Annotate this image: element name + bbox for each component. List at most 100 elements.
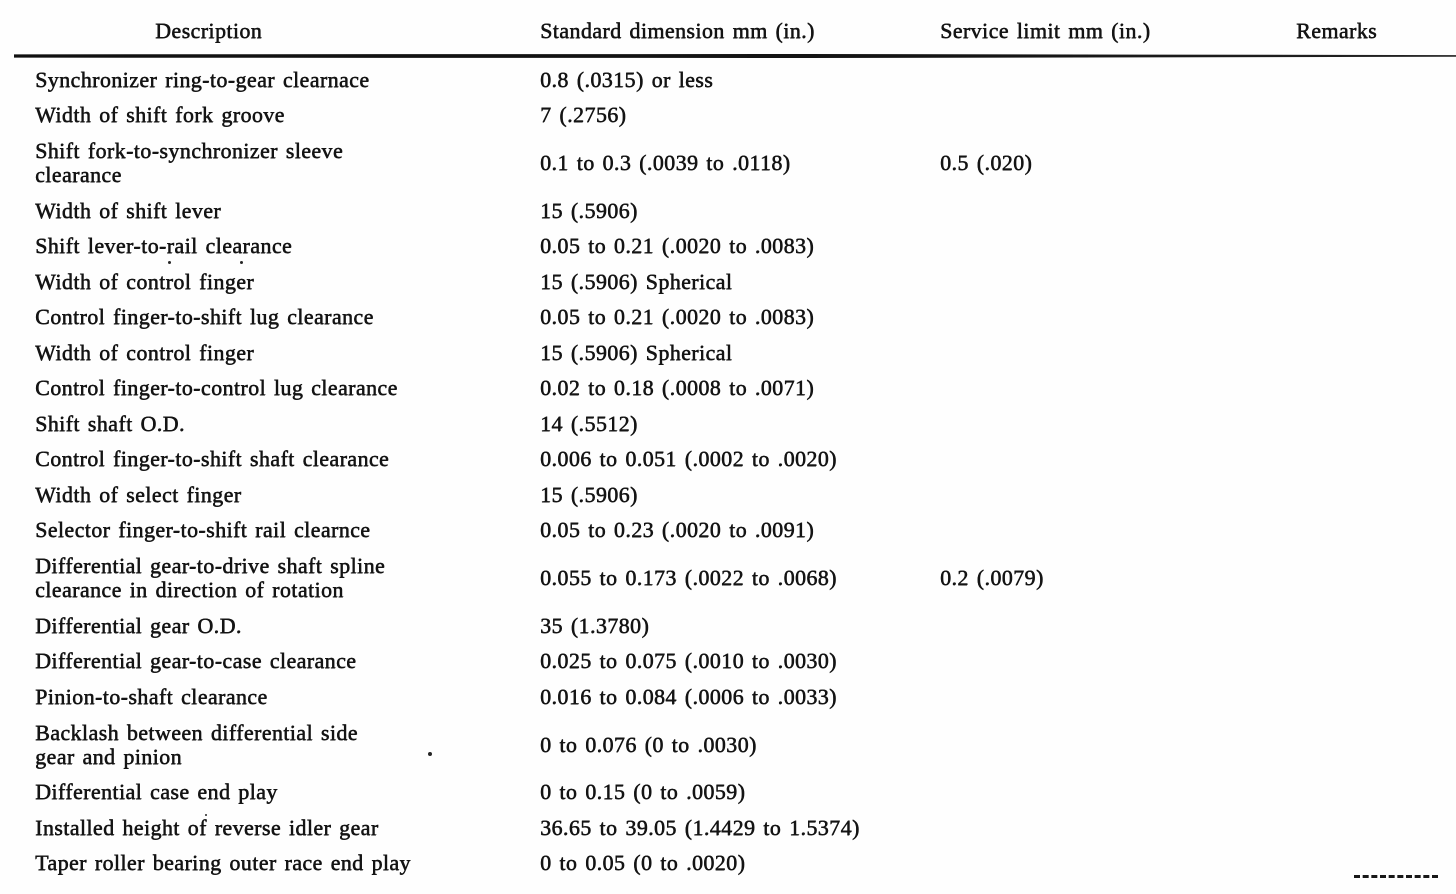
service-limit-cell xyxy=(940,477,1290,513)
remarks-cell xyxy=(1290,335,1456,371)
column-header-remarks: Remarks xyxy=(1296,18,1378,43)
service-limit-cell xyxy=(940,371,1290,407)
standard-dimension-cell: 0 to 0.15 (0 to .0059) xyxy=(540,779,746,805)
remarks-cell xyxy=(1290,371,1456,407)
service-limit-cell xyxy=(940,62,1290,98)
description-cell: Width of shift fork groove xyxy=(35,102,285,128)
service-limit-cell xyxy=(940,229,1290,265)
description-cell: Width of select finger xyxy=(35,481,242,507)
description-cell: Differential gear O.D. xyxy=(35,612,242,638)
remarks-cell xyxy=(1290,98,1456,134)
service-limit-cell xyxy=(940,264,1290,300)
remarks-cell xyxy=(1290,264,1456,300)
description-cell: Shift fork-to-synchronizer sleeve cleara… xyxy=(35,138,343,187)
description-cell: Width of shift lever xyxy=(35,197,222,223)
description-cell: Selector finger-to-shift rail clearnce xyxy=(35,517,371,543)
service-limit-cell xyxy=(940,775,1290,811)
remarks-cell xyxy=(1290,477,1456,513)
table-row: Differential gear-to-case clearance 0.025… xyxy=(0,644,1456,680)
standard-dimension-cell: 0.02 to 0.18 (.0008 to .0071) xyxy=(540,375,814,401)
service-limit-cell xyxy=(940,193,1290,229)
table-row: Synchronizer ring-to-gear clearnace 0.8 (… xyxy=(0,62,1456,98)
standard-dimension-cell: 14 (.5512) xyxy=(540,410,638,436)
scan-artifact-dot xyxy=(428,752,432,756)
service-limit-cell xyxy=(940,406,1290,442)
bottom-right-rule-fragment xyxy=(1354,875,1438,878)
description-cell: Width of control finger xyxy=(35,339,254,365)
description-cell: Differential case end play xyxy=(35,779,278,805)
description-cell: Differential gear-to-case clearance xyxy=(35,648,357,674)
table-row: Differential case end play 0 to 0.15 (0 t… xyxy=(0,775,1456,811)
standard-dimension-cell: 0.1 to 0.3 (.0039 to .0118) xyxy=(540,150,791,175)
remarks-cell xyxy=(1290,775,1456,811)
remarks-cell xyxy=(1290,644,1456,680)
remarks-cell xyxy=(1290,300,1456,336)
standard-dimension-cell: 0.05 to 0.23 (.0020 to .0091) xyxy=(540,517,814,543)
remarks-cell xyxy=(1290,229,1456,265)
description-cell: Control finger-to-shift lug clearance xyxy=(35,304,374,330)
description-cell: Taper roller bearing outer race end play xyxy=(35,850,411,876)
remarks-cell xyxy=(1290,810,1456,846)
remarks-cell xyxy=(1290,442,1456,478)
scan-artifact-dot xyxy=(240,261,243,264)
column-header-description: Description xyxy=(155,18,263,43)
remarks-cell xyxy=(1290,548,1456,608)
table-row: Shift lever-to-rail clearance 0.05 to 0.2… xyxy=(0,229,1456,265)
standard-dimension-cell: 0.016 to 0.084 (.0006 to .0033) xyxy=(540,683,837,709)
table-row: Backlash between differential side gear … xyxy=(0,715,1456,775)
description-cell: Differential gear-to-drive shaft spline … xyxy=(35,553,386,602)
table-header-row: Description Standard dimension mm (in.) … xyxy=(0,0,1456,62)
table-row: Shift shaft O.D. 14 (.5512) xyxy=(0,406,1456,442)
service-limit-cell xyxy=(940,513,1290,549)
service-limit-cell: 0.5 (.020) xyxy=(940,150,1033,175)
remarks-cell xyxy=(1290,193,1456,229)
remarks-cell xyxy=(1290,608,1456,644)
service-limit-cell xyxy=(940,442,1290,478)
remarks-cell xyxy=(1290,62,1456,98)
header-divider-line xyxy=(14,54,1456,58)
description-cell: Synchronizer ring-to-gear clearnace xyxy=(35,66,370,92)
standard-dimension-cell: 0.05 to 0.21 (.0020 to .0083) xyxy=(540,233,814,259)
column-header-standard-dimension: Standard dimension mm (in.) xyxy=(540,18,815,43)
service-limit-cell xyxy=(940,335,1290,371)
description-cell: Width of control finger xyxy=(35,268,254,294)
description-cell: Shift lever-to-rail clearance xyxy=(35,233,293,259)
description-cell: Control finger-to-shift shaft clearance xyxy=(35,446,390,472)
remarks-cell xyxy=(1290,715,1456,775)
service-limit-cell: 0.2 (.0079) xyxy=(940,565,1044,590)
service-limit-cell xyxy=(940,644,1290,680)
table-row: Taper roller bearing outer race end play… xyxy=(0,846,1456,882)
standard-dimension-cell: 15 (.5906) Spherical xyxy=(540,339,733,365)
standard-dimension-cell: 7 (.2756) xyxy=(540,102,627,128)
table-row: Width of shift fork groove 7 (.2756) xyxy=(0,98,1456,134)
remarks-cell xyxy=(1290,133,1456,193)
table-row: Width of select finger 15 (.5906) xyxy=(0,477,1456,513)
column-header-service-limit: Service limit mm (in.) xyxy=(940,18,1151,43)
standard-dimension-cell: 35 (1.3780) xyxy=(540,612,650,638)
standard-dimension-cell: 15 (.5906) xyxy=(540,197,638,223)
service-limit-cell xyxy=(940,846,1290,882)
remarks-cell xyxy=(1290,406,1456,442)
service-limit-cell xyxy=(940,810,1290,846)
table-row: Differential gear O.D. 35 (1.3780) xyxy=(0,608,1456,644)
table-row: Width of control finger 15 (.5906) Spheri… xyxy=(0,335,1456,371)
standard-dimension-cell: 15 (.5906) Spherical xyxy=(540,268,733,294)
description-cell: Installed height of reverse idler gear xyxy=(35,814,379,840)
service-limit-cell xyxy=(940,98,1290,134)
service-limit-cell xyxy=(940,679,1290,715)
standard-dimension-cell: 0 to 0.05 (0 to .0020) xyxy=(540,850,746,876)
table-row: Shift fork-to-synchronizer sleeve cleara… xyxy=(0,133,1456,193)
standard-dimension-cell: 15 (.5906) xyxy=(540,481,638,507)
standard-dimension-cell: 0.025 to 0.075 (.0010 to .0030) xyxy=(540,648,837,674)
description-cell: Control finger-to-control lug clearance xyxy=(35,375,398,401)
table-body: Synchronizer ring-to-gear clearnace 0.8 (… xyxy=(0,62,1456,881)
standard-dimension-cell: 36.65 to 39.05 (1.4429 to 1.5374) xyxy=(540,814,860,840)
table-row: Width of control finger 15 (.5906) Spheri… xyxy=(0,264,1456,300)
remarks-cell xyxy=(1290,513,1456,549)
scan-artifact-dot xyxy=(168,261,171,264)
standard-dimension-cell: 0.05 to 0.21 (.0020 to .0083) xyxy=(540,304,814,330)
description-cell: Pinion-to-shaft clearance xyxy=(35,683,268,709)
table-row: Pinion-to-shaft clearance 0.016 to 0.084 … xyxy=(0,679,1456,715)
